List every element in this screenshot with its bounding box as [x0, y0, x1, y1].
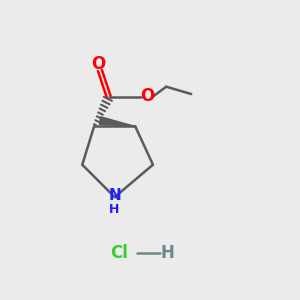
Text: Cl: Cl [110, 244, 128, 262]
Text: N: N [108, 188, 121, 203]
Text: O: O [140, 87, 155, 105]
Text: O: O [91, 55, 106, 73]
Polygon shape [99, 117, 135, 126]
Text: H: H [161, 244, 175, 262]
Text: H: H [109, 203, 119, 216]
